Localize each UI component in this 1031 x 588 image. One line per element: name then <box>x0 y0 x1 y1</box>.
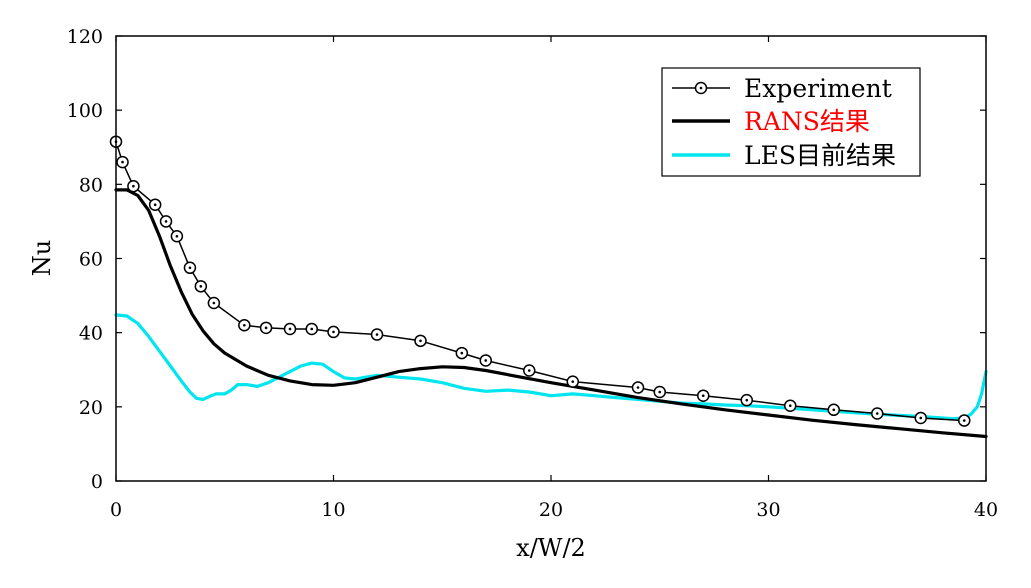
experiment-point-dot <box>788 404 792 408</box>
x-axis-label: x/W/2 <box>516 534 586 562</box>
experiment-point-dot <box>701 394 705 398</box>
experiment-point-dot <box>132 184 135 188</box>
legend-label-rans: RANS结果 <box>744 107 870 136</box>
experiment-point-dot <box>832 408 836 412</box>
experiment-point-dot <box>332 330 335 334</box>
experiment-point-dot <box>875 412 879 415</box>
plot-lines <box>114 140 988 439</box>
y-tick-label: 0 <box>91 471 103 493</box>
experiment-point-dot <box>460 351 464 355</box>
experiment-point-dot <box>919 416 923 420</box>
experiment-point-dot <box>175 234 179 238</box>
y-tick-label: 60 <box>79 249 103 271</box>
plot-markers <box>109 135 971 427</box>
experiment-point-dot <box>484 359 488 362</box>
experiment-point-dot <box>419 339 422 343</box>
experiment-point-dot <box>121 160 124 164</box>
experiment-point-dot <box>212 301 216 305</box>
y-tick-label: 100 <box>67 100 103 122</box>
experiment-point-dot <box>199 285 203 288</box>
experiment-point-dot <box>188 266 192 270</box>
legend-label-les: LES目前结果 <box>744 141 896 170</box>
y-tick-label: 40 <box>79 323 103 345</box>
experiment-point-dot <box>164 220 168 223</box>
experiment-point-dot <box>288 327 292 331</box>
series-line-2 <box>114 313 988 421</box>
experiment-point-dot <box>658 390 662 394</box>
y-tick-label: 80 <box>79 174 103 196</box>
experiment-point-dot <box>636 386 640 389</box>
y-tick-label: 20 <box>79 397 103 419</box>
legend: Experiment RANS结果 LES目前结果 <box>661 67 921 177</box>
series-line-0 <box>115 140 966 422</box>
experiment-point-dot <box>153 203 157 207</box>
x-axis-ticks: 0 10 20 30 40 <box>110 36 998 521</box>
x-tick-label: 0 <box>110 499 122 521</box>
y-tick-label: 120 <box>67 26 103 48</box>
series-line-1 <box>114 188 988 439</box>
x-tick-label: 40 <box>974 499 998 521</box>
legend-marker-dot-experiment <box>699 86 703 90</box>
experiment-point-dot <box>264 326 268 330</box>
y-axis-ticks: 0 20 40 60 80 100 120 <box>67 26 986 493</box>
experiment-point-dot <box>243 323 246 327</box>
experiment-point-dot <box>375 333 379 336</box>
legend-label-experiment: Experiment <box>744 74 892 103</box>
experiment-point-dot <box>962 419 966 422</box>
experiment-point-dot <box>745 398 749 402</box>
experiment-point-dot <box>527 369 531 372</box>
experiment-point-dot <box>571 380 575 383</box>
y-axis-label: Nu <box>28 240 56 276</box>
experiment-point-dot <box>310 327 314 331</box>
x-tick-label: 10 <box>321 499 345 521</box>
x-tick-label: 30 <box>756 499 780 521</box>
x-tick-label: 20 <box>539 499 563 521</box>
